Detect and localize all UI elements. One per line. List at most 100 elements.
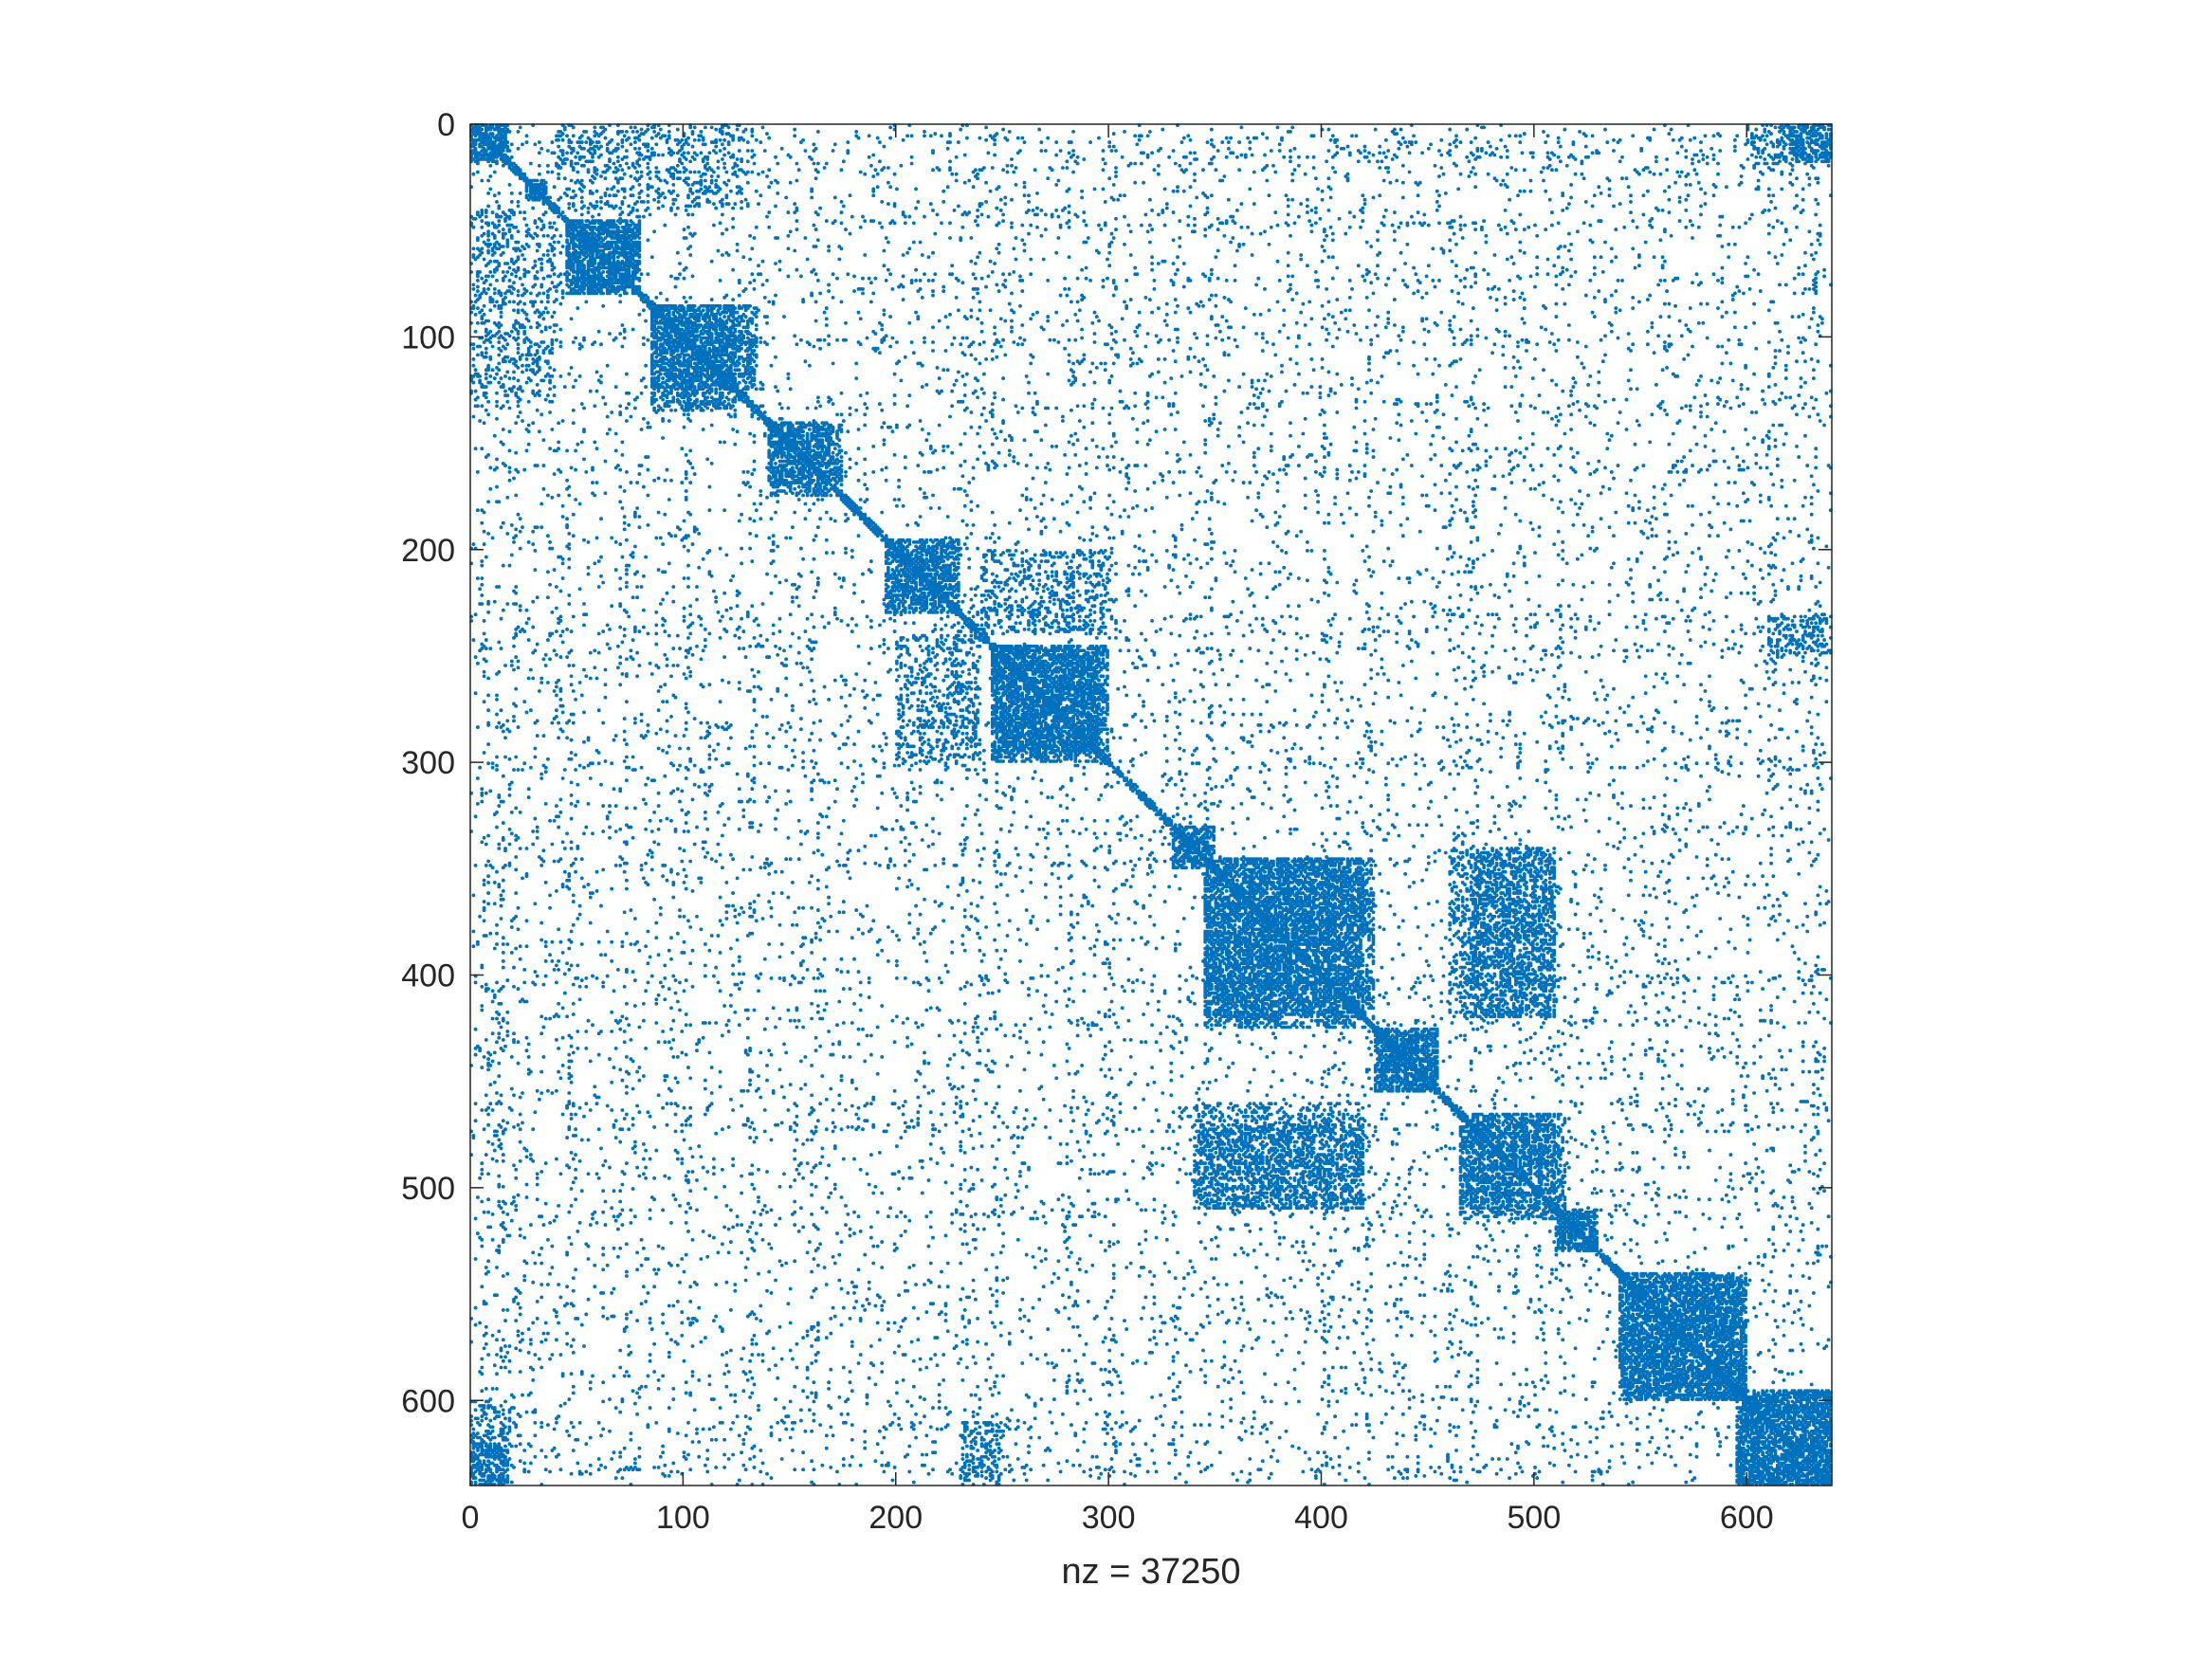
- nonzero-marker: [503, 145, 507, 149]
- nonzero-marker: [627, 241, 631, 245]
- nonzero-marker: [614, 291, 618, 295]
- nonzero-marker: [578, 291, 582, 295]
- nonzero-marker: [733, 376, 737, 380]
- nonzero-marker: [666, 357, 669, 361]
- nonzero-marker: [691, 306, 695, 310]
- nonzero-marker: [614, 274, 618, 278]
- nonzero-marker: [721, 311, 724, 315]
- nonzero-marker: [686, 325, 690, 329]
- nonzero-marker: [733, 311, 737, 315]
- nonzero-marker: [667, 404, 671, 408]
- nonzero-marker: [697, 319, 701, 323]
- nonzero-marker: [593, 232, 596, 236]
- nonzero-marker: [484, 132, 488, 136]
- nonzero-marker: [714, 357, 718, 361]
- nonzero-marker: [691, 409, 695, 412]
- nonzero-marker: [710, 337, 714, 340]
- nonzero-marker: [699, 323, 703, 327]
- nonzero-marker: [738, 368, 741, 372]
- nonzero-marker: [637, 285, 641, 289]
- nonzero-marker: [610, 229, 613, 233]
- nonzero-marker: [674, 383, 678, 387]
- nonzero-marker: [733, 381, 737, 385]
- nonzero-marker: [716, 319, 720, 323]
- nonzero-marker: [731, 404, 735, 408]
- nonzero-marker: [663, 381, 667, 385]
- nonzero-marker: [693, 353, 697, 356]
- nonzero-marker: [601, 291, 605, 295]
- nonzero-marker: [705, 353, 709, 356]
- nonzero-marker: [676, 387, 680, 391]
- nonzero-marker: [597, 287, 601, 291]
- nonzero-marker: [714, 313, 718, 317]
- nonzero-marker: [503, 1445, 507, 1449]
- nonzero-marker: [599, 219, 603, 223]
- nonzero-marker: [669, 409, 673, 412]
- nonzero-marker: [702, 381, 705, 385]
- nonzero-marker: [474, 134, 478, 137]
- nonzero-marker: [676, 349, 680, 353]
- nonzero-marker: [731, 357, 735, 361]
- nonzero-marker: [495, 145, 499, 149]
- nonzero-marker: [733, 330, 737, 334]
- nonzero-marker: [738, 323, 741, 327]
- nonzero-marker: [695, 330, 699, 334]
- nonzero-marker: [704, 349, 707, 353]
- nonzero-marker: [587, 281, 591, 284]
- nonzero-marker: [633, 272, 637, 276]
- nonzero-marker: [633, 277, 637, 281]
- nonzero-marker: [480, 128, 484, 132]
- nonzero-marker: [614, 232, 618, 236]
- nonzero-marker: [704, 374, 707, 378]
- nonzero-marker: [721, 328, 724, 332]
- nonzero-marker: [753, 373, 757, 376]
- nonzero-marker: [722, 315, 726, 319]
- nonzero-marker: [721, 395, 724, 399]
- nonzero-marker: [567, 234, 571, 238]
- nonzero-marker: [722, 387, 726, 391]
- nonzero-marker: [572, 268, 576, 272]
- nonzero-marker: [714, 392, 718, 395]
- nonzero-marker: [471, 142, 475, 146]
- nonzero-marker: [755, 364, 759, 368]
- nonzero-marker: [527, 198, 531, 202]
- nonzero-marker: [488, 125, 492, 129]
- nonzero-marker: [582, 258, 586, 262]
- nonzero-marker: [631, 234, 635, 238]
- nonzero-marker: [774, 462, 777, 465]
- nonzero-marker: [620, 268, 624, 272]
- nonzero-marker: [565, 291, 569, 295]
- nonzero-marker: [716, 353, 720, 356]
- nonzero-marker: [686, 373, 690, 376]
- nonzero-marker: [570, 283, 574, 286]
- nonzero-marker: [618, 287, 622, 291]
- nonzero-marker: [580, 285, 584, 289]
- nonzero-marker: [685, 381, 688, 385]
- nonzero-marker: [702, 304, 705, 308]
- nonzero-marker: [674, 308, 678, 312]
- nonzero-marker: [627, 270, 631, 274]
- nonzero-marker: [635, 291, 639, 295]
- nonzero-marker: [729, 351, 733, 355]
- nonzero-marker: [746, 376, 750, 380]
- nonzero-marker: [1795, 130, 1799, 134]
- nonzero-marker: [652, 345, 656, 349]
- nonzero-marker: [654, 328, 658, 332]
- nonzero-marker: [666, 325, 669, 329]
- nonzero-marker: [610, 279, 613, 283]
- nonzero-marker: [574, 253, 577, 257]
- nonzero-marker: [589, 291, 593, 295]
- nonzero-marker: [652, 319, 656, 323]
- nonzero-marker: [710, 376, 714, 380]
- nonzero-marker: [625, 264, 629, 267]
- nonzero-marker: [704, 385, 707, 389]
- nonzero-marker: [578, 268, 582, 272]
- nonzero-marker: [652, 308, 656, 312]
- nonzero-marker: [727, 356, 731, 359]
- nonzero-marker: [724, 325, 728, 329]
- nonzero-marker: [722, 400, 726, 404]
- nonzero-marker: [484, 142, 488, 146]
- nonzero-marker: [491, 157, 495, 161]
- nonzero-marker: [565, 253, 569, 257]
- nonzero-marker: [712, 325, 716, 329]
